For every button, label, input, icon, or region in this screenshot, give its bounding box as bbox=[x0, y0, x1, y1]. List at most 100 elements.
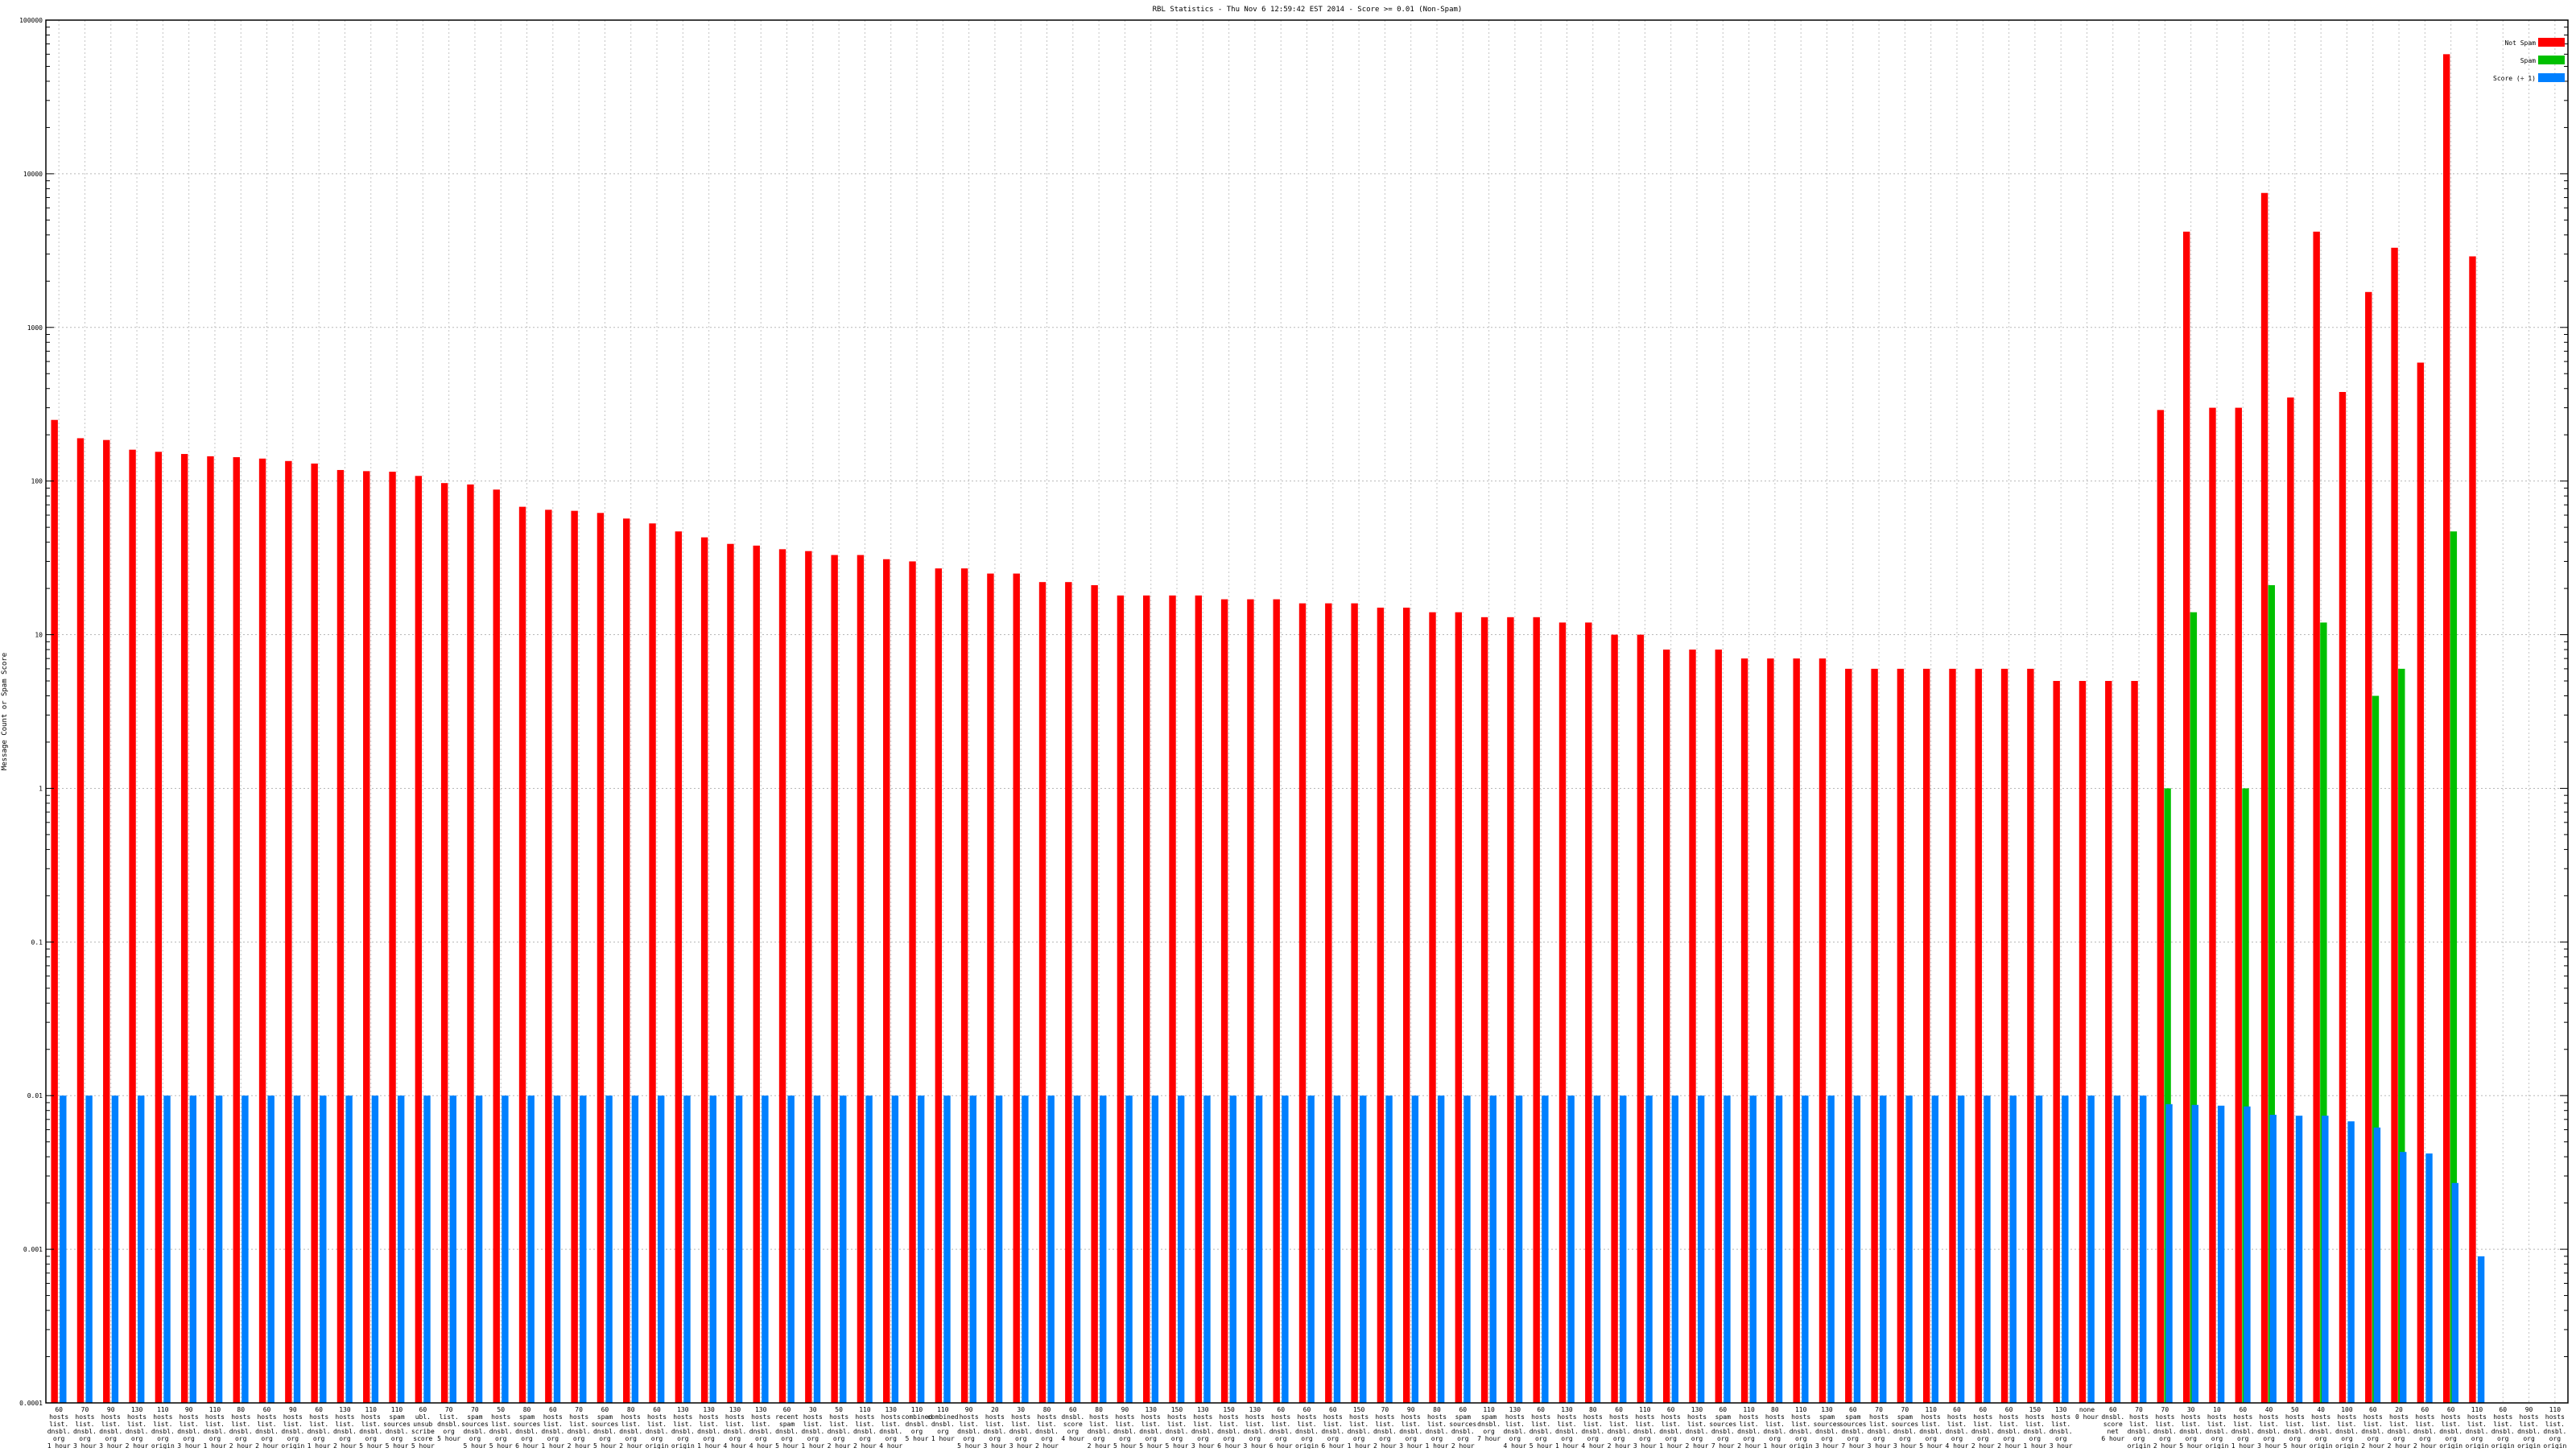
x-tick-label-line: org bbox=[1977, 1435, 1989, 1442]
x-tick-label-line: org bbox=[1379, 1435, 1391, 1442]
bar bbox=[363, 471, 370, 1404]
x-tick-label-line: 100 bbox=[2341, 1406, 2353, 1413]
x-tick-label-line: 4 hour bbox=[1061, 1435, 1084, 1442]
bar bbox=[917, 1095, 925, 1403]
bar bbox=[423, 1095, 431, 1403]
x-tick-label-line: 2 hour bbox=[2388, 1442, 2411, 1449]
x-tick-label: 70 hosts list. dnsbl. org 3 hour bbox=[73, 1406, 97, 1449]
x-tick-label-line: hosts bbox=[75, 1413, 94, 1421]
bar bbox=[1515, 1095, 1523, 1403]
x-tick-label-line: dnsbl. bbox=[2128, 1428, 2151, 1435]
x-tick-label-line: hosts bbox=[1531, 1413, 1550, 1421]
x-tick-label-line: dnsbl. bbox=[1243, 1428, 1266, 1435]
x-tick-label-line: 130 bbox=[1561, 1406, 1573, 1413]
x-tick-label-line: 2 hour bbox=[1737, 1442, 1761, 1449]
x-tick-label: 130 hosts list. dnsbl. org 4 hour bbox=[879, 1406, 902, 1449]
bar bbox=[1984, 1095, 1991, 1403]
bar bbox=[1385, 1095, 1393, 1403]
bar bbox=[2451, 1182, 2459, 1403]
x-tick-label-line: dnsbl. bbox=[1946, 1428, 1969, 1435]
x-tick-label: 80 spam sources dnsbl. org 6 hour bbox=[514, 1406, 541, 1449]
x-tick-label: 50 hosts list. dnsbl. org 5 hour bbox=[2283, 1406, 2306, 1449]
x-tick-label-line: list. bbox=[751, 1421, 770, 1428]
x-tick-label-line: list. bbox=[725, 1421, 745, 1428]
x-tick-label-line: dnsbl. bbox=[359, 1428, 382, 1435]
x-tick-label: 90 hosts list. dnsbl. org 5 hour bbox=[1113, 1406, 1137, 1449]
bar bbox=[320, 1095, 327, 1403]
bar bbox=[2322, 1116, 2329, 1403]
x-tick-label: 30 hosts list. dnsbl. org 5 hour bbox=[2179, 1406, 2202, 1449]
x-tick-label-line: 40 bbox=[2265, 1406, 2273, 1413]
x-tick-label: 60 hosts list. dnsbl. org 6 hour bbox=[1269, 1406, 1293, 1449]
x-tick-label-line: hosts bbox=[2260, 1413, 2279, 1421]
x-tick-label-line: hosts bbox=[2337, 1413, 2356, 1421]
x-tick-label-line: list. bbox=[1427, 1421, 1447, 1428]
bar bbox=[2425, 1153, 2433, 1403]
x-tick-label-line: dnsbl. bbox=[2283, 1428, 2306, 1435]
x-tick-label-line: 4 hour bbox=[1946, 1442, 1969, 1449]
x-tick-label-line: origin bbox=[2491, 1442, 2515, 1449]
x-tick-label-line: list. bbox=[1765, 1421, 1785, 1428]
bar bbox=[2477, 1256, 2485, 1403]
x-tick-label-line: 1 hour bbox=[801, 1442, 824, 1449]
x-tick-label-line: hosts bbox=[2285, 1413, 2305, 1421]
x-tick-label: 150 hosts list. dnsbl. org 6 hour bbox=[1217, 1406, 1241, 1449]
x-tick-label-line: dnsbl. bbox=[2413, 1428, 2437, 1435]
x-tick-label-line: org bbox=[1925, 1435, 1937, 1442]
x-tick-label-line: list. bbox=[1089, 1421, 1108, 1428]
x-tick-label-line: hosts bbox=[127, 1413, 147, 1421]
x-tick-label: 70 spam sources dnsbl. org 5 hour bbox=[461, 1406, 489, 1449]
x-tick-label-line: hosts bbox=[985, 1413, 1005, 1421]
x-tick-label-line: list. bbox=[127, 1421, 147, 1428]
bar bbox=[2442, 54, 2450, 1403]
x-tick-label: 70 hosts list. dnsbl. org 3 hour bbox=[1868, 1406, 1891, 1449]
bar bbox=[1975, 668, 1982, 1403]
x-tick-label-line: org bbox=[703, 1435, 715, 1442]
x-tick-label-line: org bbox=[2393, 1435, 2405, 1442]
x-tick-label-line: org bbox=[781, 1435, 793, 1442]
x-tick-label-line: list. bbox=[101, 1421, 121, 1428]
bar bbox=[623, 518, 630, 1403]
x-tick-label-line: hosts bbox=[1141, 1413, 1161, 1421]
x-tick-label-line: 5 hour bbox=[1139, 1442, 1162, 1449]
x-tick-label-line: dnsbl. bbox=[1348, 1428, 1371, 1435]
x-tick-label-line: hosts bbox=[491, 1413, 510, 1421]
x-tick-label-line: hosts bbox=[647, 1413, 667, 1421]
x-tick-label-line: hosts bbox=[2363, 1413, 2383, 1421]
x-tick-label-line: dnsbl. bbox=[1035, 1428, 1059, 1435]
x-tick-label-line: 3 hour bbox=[2050, 1442, 2073, 1449]
x-tick-label-line: 1 hour bbox=[203, 1442, 226, 1449]
x-tick-label-line: 2 hour bbox=[2153, 1442, 2177, 1449]
bar bbox=[1255, 1095, 1263, 1403]
x-tick-label-line: dnsbl. bbox=[957, 1428, 980, 1435]
bar bbox=[1455, 612, 1463, 1403]
bar bbox=[1897, 668, 1905, 1403]
x-tick-label-line: 3 hour bbox=[983, 1442, 1006, 1449]
x-tick-label-line: org bbox=[1353, 1435, 1365, 1442]
bar bbox=[1689, 650, 1696, 1403]
x-tick-label-line: org bbox=[1639, 1435, 1651, 1442]
x-tick-label-line: 5 hour bbox=[906, 1435, 929, 1442]
x-tick-label-line: sources bbox=[514, 1421, 541, 1428]
bar bbox=[2260, 192, 2268, 1404]
x-tick-label-line: hosts bbox=[1662, 1413, 1681, 1421]
x-tick-label-line: 1 hour bbox=[1348, 1442, 1371, 1449]
x-tick-label-line: 70 bbox=[575, 1406, 583, 1413]
x-tick-label-line: 3 hour bbox=[73, 1442, 97, 1449]
bar bbox=[138, 1095, 145, 1403]
bar bbox=[85, 1095, 93, 1403]
x-tick-label-line: dnsbl. bbox=[1815, 1428, 1839, 1435]
bar bbox=[1558, 622, 1567, 1403]
x-tick-label-line: dnsbl. bbox=[2543, 1428, 2566, 1435]
bar bbox=[1125, 1095, 1133, 1403]
x-tick-label-line: org bbox=[1431, 1435, 1443, 1442]
x-tick-label-line: org bbox=[1145, 1435, 1157, 1442]
bar bbox=[467, 484, 474, 1404]
x-tick-label-line: 5 hour bbox=[2179, 1442, 2202, 1449]
x-tick-label-line: 60 bbox=[1979, 1406, 1987, 1413]
x-tick-label: 90 hosts list. dnsbl. org origin bbox=[281, 1406, 304, 1449]
x-tick-label-line: dnsbl. bbox=[1295, 1428, 1319, 1435]
x-tick-label-line: hosts bbox=[1089, 1413, 1108, 1421]
x-tick-label-line: 70 bbox=[1875, 1406, 1883, 1413]
x-tick-label-line: 50 bbox=[835, 1406, 843, 1413]
